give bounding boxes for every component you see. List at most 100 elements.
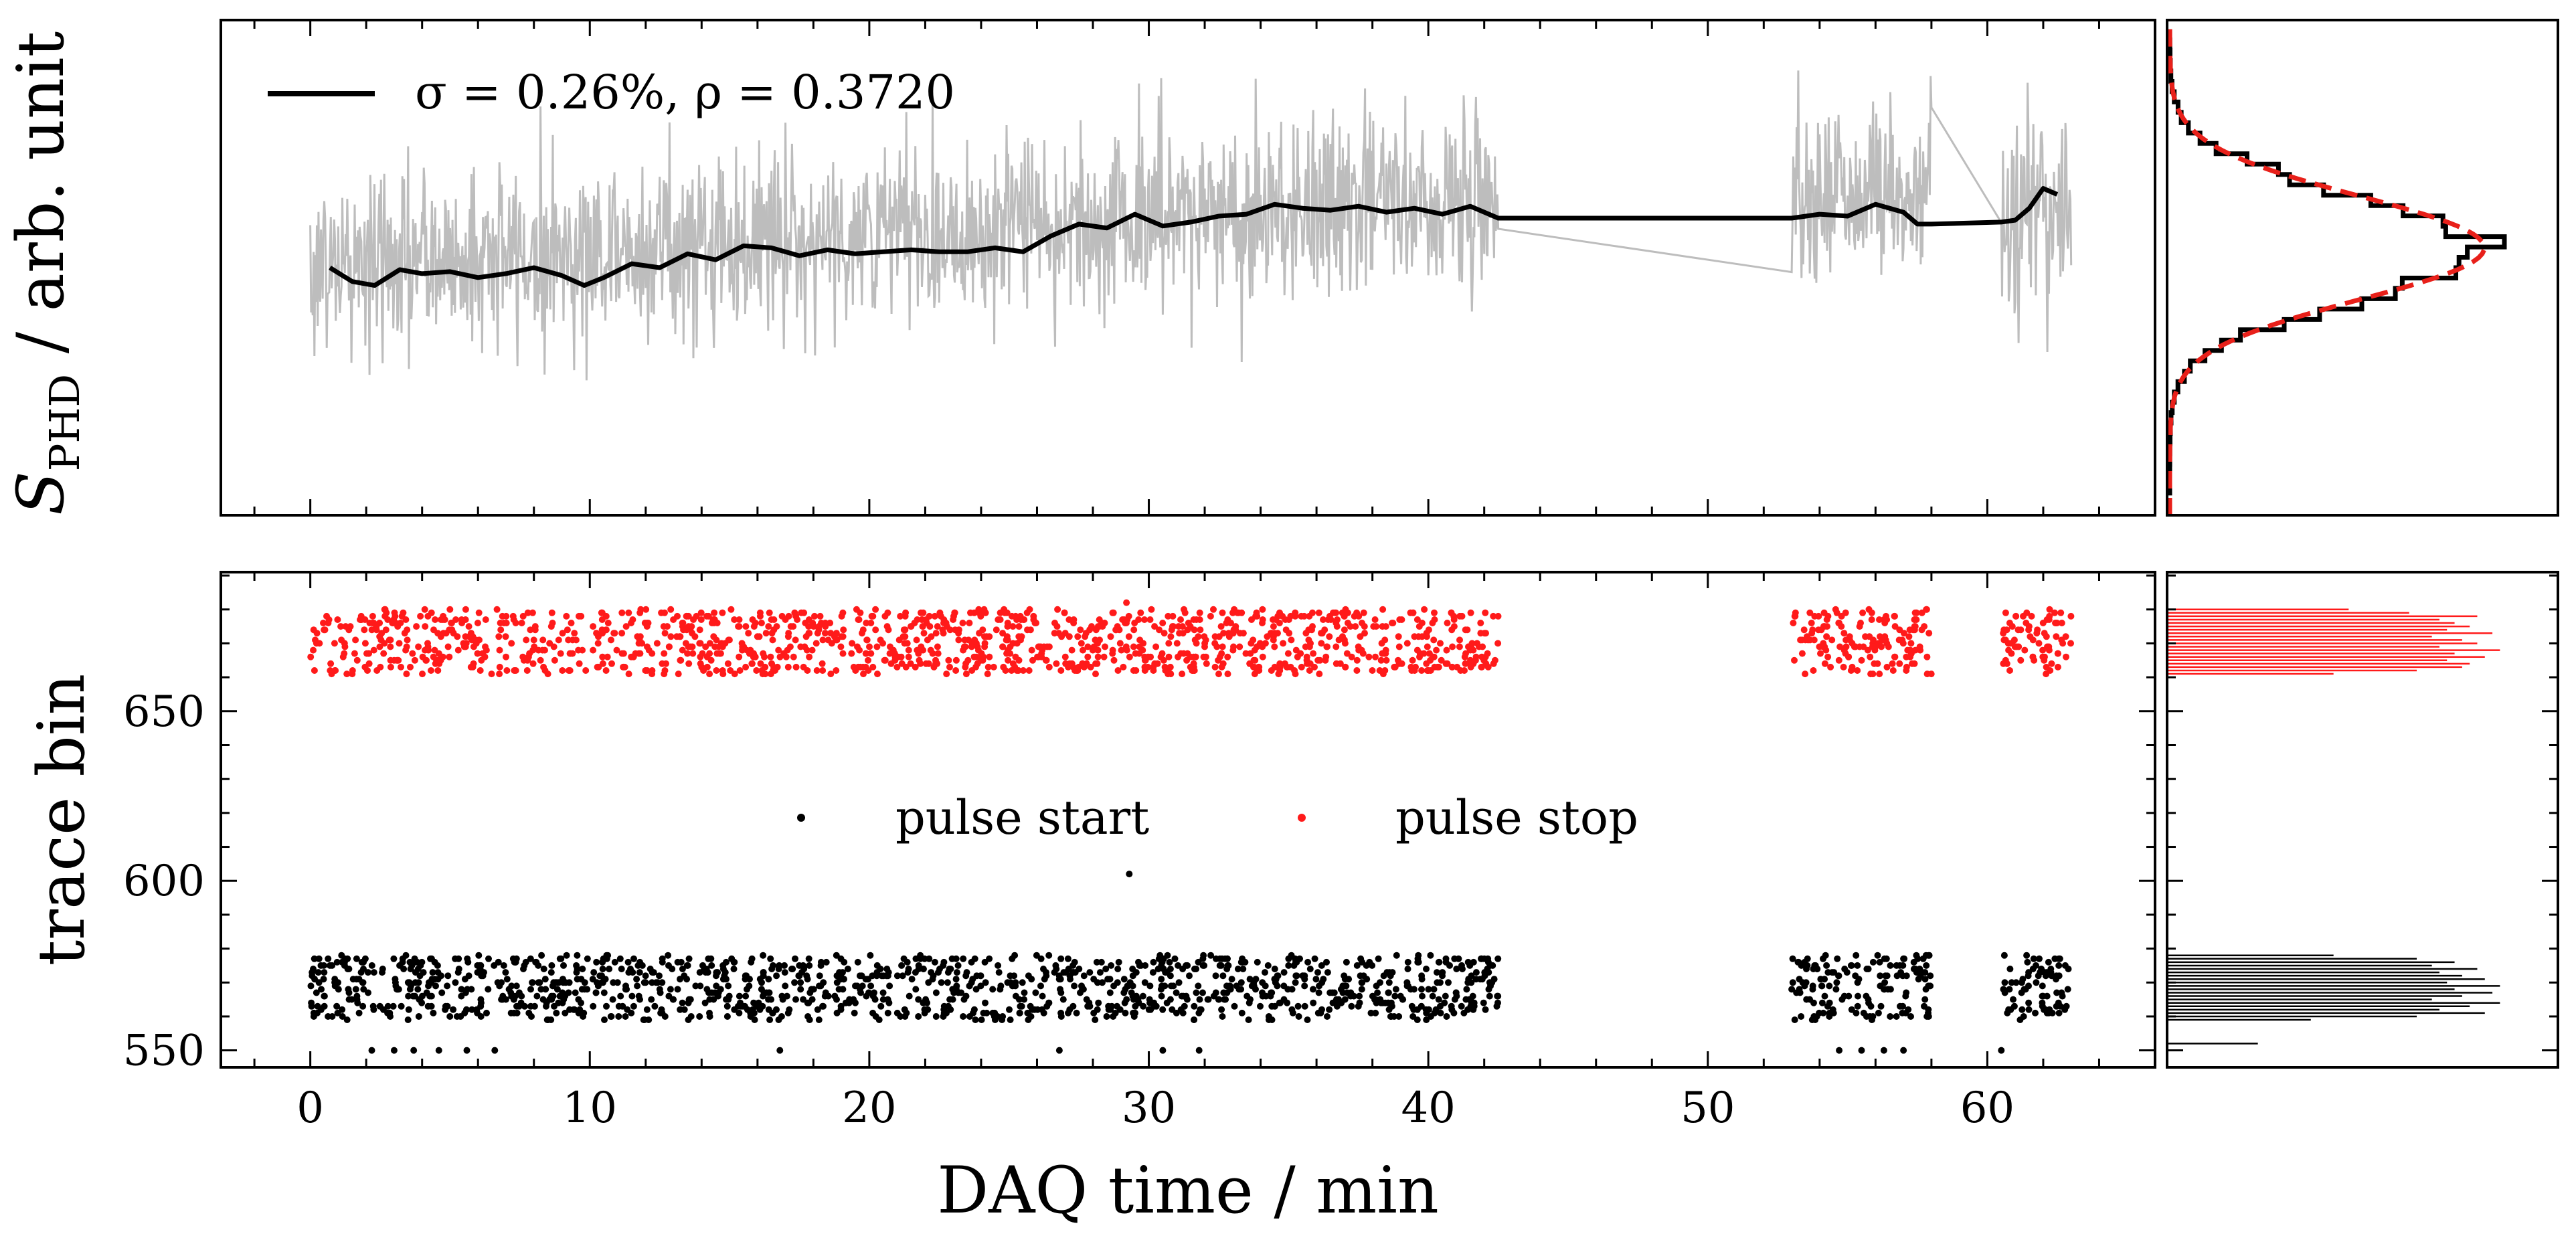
pulse-start-point — [1292, 972, 1300, 980]
pulse-start-point — [2045, 958, 2052, 966]
pulse-start-point — [1193, 989, 1200, 996]
pulse-stop-point — [1391, 663, 1398, 671]
pulse-start-point — [531, 1002, 538, 1010]
pulse-stop-point — [497, 626, 505, 634]
pulse-start-point — [1446, 962, 1453, 969]
pulse-stop-point — [2006, 667, 2013, 674]
pulse-stop-point — [1156, 626, 1163, 634]
pulse-stop-point — [384, 616, 392, 623]
pulse-stop-point — [1869, 671, 1877, 678]
pulse-start-point — [1262, 969, 1268, 976]
pulse-start-point — [1268, 1002, 1276, 1010]
pulse-stop-point — [993, 626, 1000, 634]
pulse-stop-point — [1276, 660, 1284, 667]
pulse-stop-point — [697, 660, 704, 667]
pulse-stop-point — [2000, 626, 2008, 634]
pulse-stop-point — [465, 623, 473, 630]
pulse-start-point — [2000, 952, 2008, 959]
pulse-start-point — [1011, 952, 1019, 959]
pulse-stop-point — [373, 667, 381, 674]
pulse-stop-point — [877, 636, 884, 644]
pulse-start-point — [925, 979, 932, 986]
pulse-stop-point — [703, 612, 710, 620]
pulse-start-point — [1071, 958, 1078, 966]
pulse-start-point — [1882, 972, 1889, 980]
pulse-start-point — [897, 1013, 904, 1020]
pulse-start-point — [538, 952, 545, 959]
pulse-stop-point — [608, 636, 614, 644]
pulse-stop-point — [979, 626, 986, 634]
pulse-start-point — [321, 969, 328, 976]
pulse-start-point — [1443, 1013, 1450, 1020]
pulse-stop-point — [775, 646, 782, 654]
pulse-stop-point — [1151, 623, 1158, 630]
pulse-stop-point — [598, 609, 605, 616]
pulse-stop-point — [1355, 643, 1362, 650]
pulse-stop-point — [776, 653, 784, 660]
pulse-stop-point — [649, 650, 656, 657]
pulse-start-point — [1883, 955, 1890, 962]
pulse-stop-point — [1866, 633, 1873, 640]
pulse-stop-point — [1173, 640, 1181, 647]
pulse-stop-point — [1284, 663, 1291, 671]
pulse-stop-point — [920, 630, 928, 637]
legend-pulse-stop: pulse stop — [1395, 790, 1638, 845]
pulse-start-point — [1413, 1006, 1421, 1013]
pulse-stop-point — [527, 626, 534, 634]
pulse-start-point — [320, 976, 327, 983]
pulse-stop-point — [925, 660, 932, 667]
pulse-start-point — [770, 962, 776, 969]
pulse-start-point — [1925, 1009, 1931, 1016]
pulse-start-point — [390, 955, 398, 962]
pulse-stop-point — [986, 653, 993, 660]
pulse-start-point — [392, 982, 400, 990]
pulse-start-point — [615, 1013, 622, 1020]
pulse-stop-point — [444, 643, 452, 650]
pulse-start-point — [800, 966, 807, 972]
pulse-start-point — [2061, 1006, 2069, 1013]
pulse-stop-point — [1252, 656, 1259, 664]
pulse-stop-point — [1824, 623, 1830, 630]
pulse-start-point — [1916, 966, 1923, 972]
pulse-stop-point — [2054, 663, 2061, 671]
pulse-stop-point — [748, 660, 756, 667]
pulse-start-point — [899, 972, 906, 980]
pulse-stop-point — [808, 646, 816, 654]
pulse-start-point — [509, 955, 517, 962]
pulse-start-point — [562, 979, 570, 986]
pulse-start-point — [1366, 958, 1373, 966]
pulse-stop-point — [496, 646, 503, 654]
pulse-stop-point — [1259, 643, 1266, 650]
pulse-stop-point — [2063, 653, 2069, 660]
pulse-start-point — [751, 1016, 758, 1023]
pulse-stop-point — [1889, 667, 1897, 674]
pulse-stop-point — [840, 626, 847, 634]
pulse-stop-point — [1458, 612, 1466, 620]
pulse-stop-point — [1092, 671, 1099, 678]
pulse-stop-point — [1196, 609, 1203, 616]
pulse-stop-point — [1053, 623, 1061, 630]
pulse-start-point — [674, 958, 681, 966]
pulse-start-point — [499, 992, 507, 1000]
pulse-start-point — [703, 986, 711, 993]
pulse-stop-point — [320, 620, 327, 626]
pulse-start-point — [869, 992, 877, 1000]
pulse-start-point — [685, 1016, 692, 1023]
pulse-stop-point — [699, 650, 706, 657]
pulse-start-point — [756, 1006, 764, 1013]
pulse-start-point — [1021, 996, 1028, 1003]
pulse-stop-point — [1075, 663, 1082, 671]
pulse-stop-point — [1478, 663, 1485, 671]
pulse-start-point — [425, 982, 432, 990]
pulse-start-point — [953, 969, 960, 976]
pulse-stop-point — [2014, 626, 2022, 634]
pulse-start-point — [779, 996, 786, 1003]
pulse-stop-point — [2039, 646, 2047, 654]
pulse-stop-point — [1333, 620, 1340, 626]
pulse-stop-point — [1791, 612, 1798, 620]
pulse-stop-point — [2041, 630, 2048, 637]
pulse-stop-point — [394, 656, 401, 664]
pulse-stop-point — [1372, 653, 1379, 660]
pulse-start-point — [517, 999, 525, 1006]
